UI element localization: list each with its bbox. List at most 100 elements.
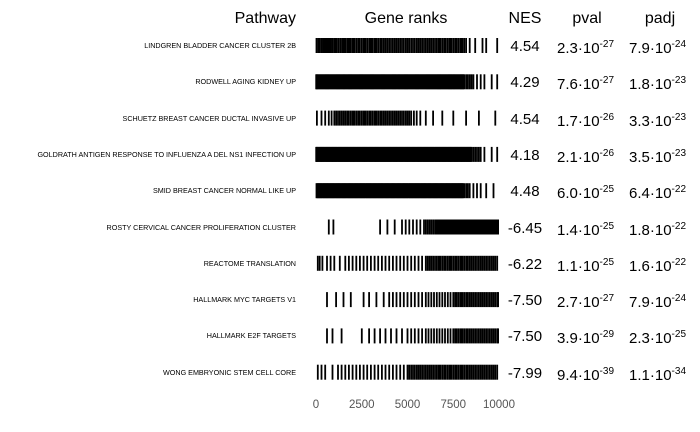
gene-rank-tick <box>448 74 450 90</box>
gene-rank-tick <box>333 255 336 271</box>
pathway-label: LINDGREN BLADDER CANCER CLUSTER 2B <box>144 41 296 50</box>
gene-rank-tick <box>462 183 464 199</box>
gene-rank-tick <box>442 219 445 235</box>
gene-rank-tick <box>357 110 359 126</box>
gene-rank-tick <box>437 38 440 53</box>
pathway-label: ROSTY CERVICAL CANCER PROLIFERATION CLUS… <box>106 222 296 232</box>
gene-rank-tick <box>423 219 425 235</box>
gene-rank-tick <box>474 146 477 162</box>
gene-rank-tick <box>331 38 334 53</box>
pval-value-times: · <box>577 40 583 57</box>
padj-value-times: · <box>649 294 655 312</box>
padj-value-base: 10 <box>654 40 672 57</box>
gene-rank-tick <box>470 328 473 344</box>
gene-rank-tick <box>445 255 447 271</box>
gene-rank-tick <box>472 146 475 162</box>
gene-rank-tick <box>427 74 429 90</box>
gene-rank-tick <box>481 255 484 271</box>
gene-rank-tick <box>417 292 420 308</box>
gene-rank-tick <box>457 364 460 380</box>
gene-rank-tick <box>401 110 403 126</box>
gene-rank-tick <box>432 364 434 380</box>
x-tick-label: 7500 <box>441 399 467 411</box>
gene-rank-tick <box>435 74 438 90</box>
gene-rank-tick <box>404 146 407 162</box>
gene-rank-tick <box>353 110 356 126</box>
gene-rank-tick <box>427 146 430 162</box>
gene-rank-tick <box>359 364 361 380</box>
gene-rank-tick <box>401 38 403 53</box>
gene-rank-tick <box>338 74 340 90</box>
gene-rank-tick <box>402 38 405 53</box>
padj-value-base: 10 <box>654 76 672 94</box>
gene-rank-tick <box>360 74 362 90</box>
gene-rank-tick <box>399 255 402 271</box>
gene-rank-tick <box>390 328 392 344</box>
pathway-label: RODWELL AGING KIDNEY UP <box>195 77 296 87</box>
gene-rank-tick <box>438 292 441 308</box>
padj-value-exponent: -22 <box>671 220 686 232</box>
gene-rank-tick <box>463 255 466 271</box>
gene-rank-tick <box>410 328 413 344</box>
gene-rank-tick <box>351 364 354 380</box>
gene-rank-tick <box>496 146 499 162</box>
gene-rank-tick <box>445 219 448 235</box>
gene-rank-tick <box>489 364 491 380</box>
padj-value: 7.9·10-24 <box>629 294 686 312</box>
gene-rank-tick <box>430 74 433 90</box>
header-nes: NES <box>508 10 542 27</box>
gene-rank-tick <box>362 38 365 53</box>
gene-rank-tick <box>445 38 447 53</box>
pval-value-times: · <box>577 185 583 203</box>
gene-rank-tick <box>487 255 489 271</box>
gene-rank-tick <box>415 146 418 162</box>
gene-rank-tick <box>364 38 367 53</box>
gene-rank-tick <box>355 255 358 271</box>
pval-value: 1.4·10-25 <box>557 221 614 240</box>
nes-value: -7.50 <box>507 328 543 346</box>
gene-rank-tick <box>434 38 436 53</box>
gene-rank-tick <box>348 364 350 380</box>
gene-rank-tick <box>370 183 373 199</box>
gene-rank-tick <box>457 219 460 235</box>
gene-rank-tick <box>487 328 489 344</box>
gene-rank-tick <box>379 38 381 53</box>
gene-rank-tick <box>405 74 407 90</box>
gene-rank-tick <box>424 38 427 53</box>
gene-rank-tick <box>436 219 439 235</box>
gene-rank-tick <box>425 183 428 199</box>
gene-rank-tick <box>359 110 361 126</box>
gene-rank-tick <box>372 74 374 90</box>
gene-rank-tick <box>366 146 369 162</box>
gene-rank-tick <box>489 255 491 271</box>
gene-rank-tick <box>432 110 434 126</box>
gene-rank-tick <box>483 364 486 380</box>
padj-value-times: · <box>649 330 655 348</box>
gene-rank-tick <box>430 219 433 235</box>
gene-rank-tick <box>446 74 449 90</box>
gene-rank-tick <box>390 110 392 126</box>
gene-rank-tick <box>441 38 444 53</box>
gene-rank-tick <box>327 110 330 126</box>
gene-rank-tick <box>421 292 423 308</box>
gene-rank-tick <box>326 292 328 308</box>
padj-value: 6.4·10-22 <box>629 185 686 203</box>
gene-rank-tick <box>454 328 456 344</box>
pathway-label: WONG EMBRYONIC STEM CELL CORE <box>163 367 296 377</box>
padj-value: 1.8·10-23 <box>629 76 686 94</box>
gene-rank-tick <box>451 74 454 90</box>
pval-value-exponent: -25 <box>599 256 614 268</box>
pval-value: 2.7·10-27 <box>557 294 614 312</box>
gene-rank-tick <box>337 364 339 380</box>
gene-rank-tick <box>448 364 451 380</box>
pval-value-base: 10 <box>582 76 600 94</box>
gene-rank-tick <box>320 38 323 53</box>
gene-rank-tick <box>335 110 337 126</box>
gene-rank-tick <box>388 364 391 380</box>
gene-rank-tick <box>384 74 387 90</box>
gene-rank-tick <box>456 292 458 308</box>
gene-rank-tick <box>488 219 490 235</box>
gene-rank-tick <box>320 110 323 126</box>
gene-rank-tick <box>468 183 471 199</box>
